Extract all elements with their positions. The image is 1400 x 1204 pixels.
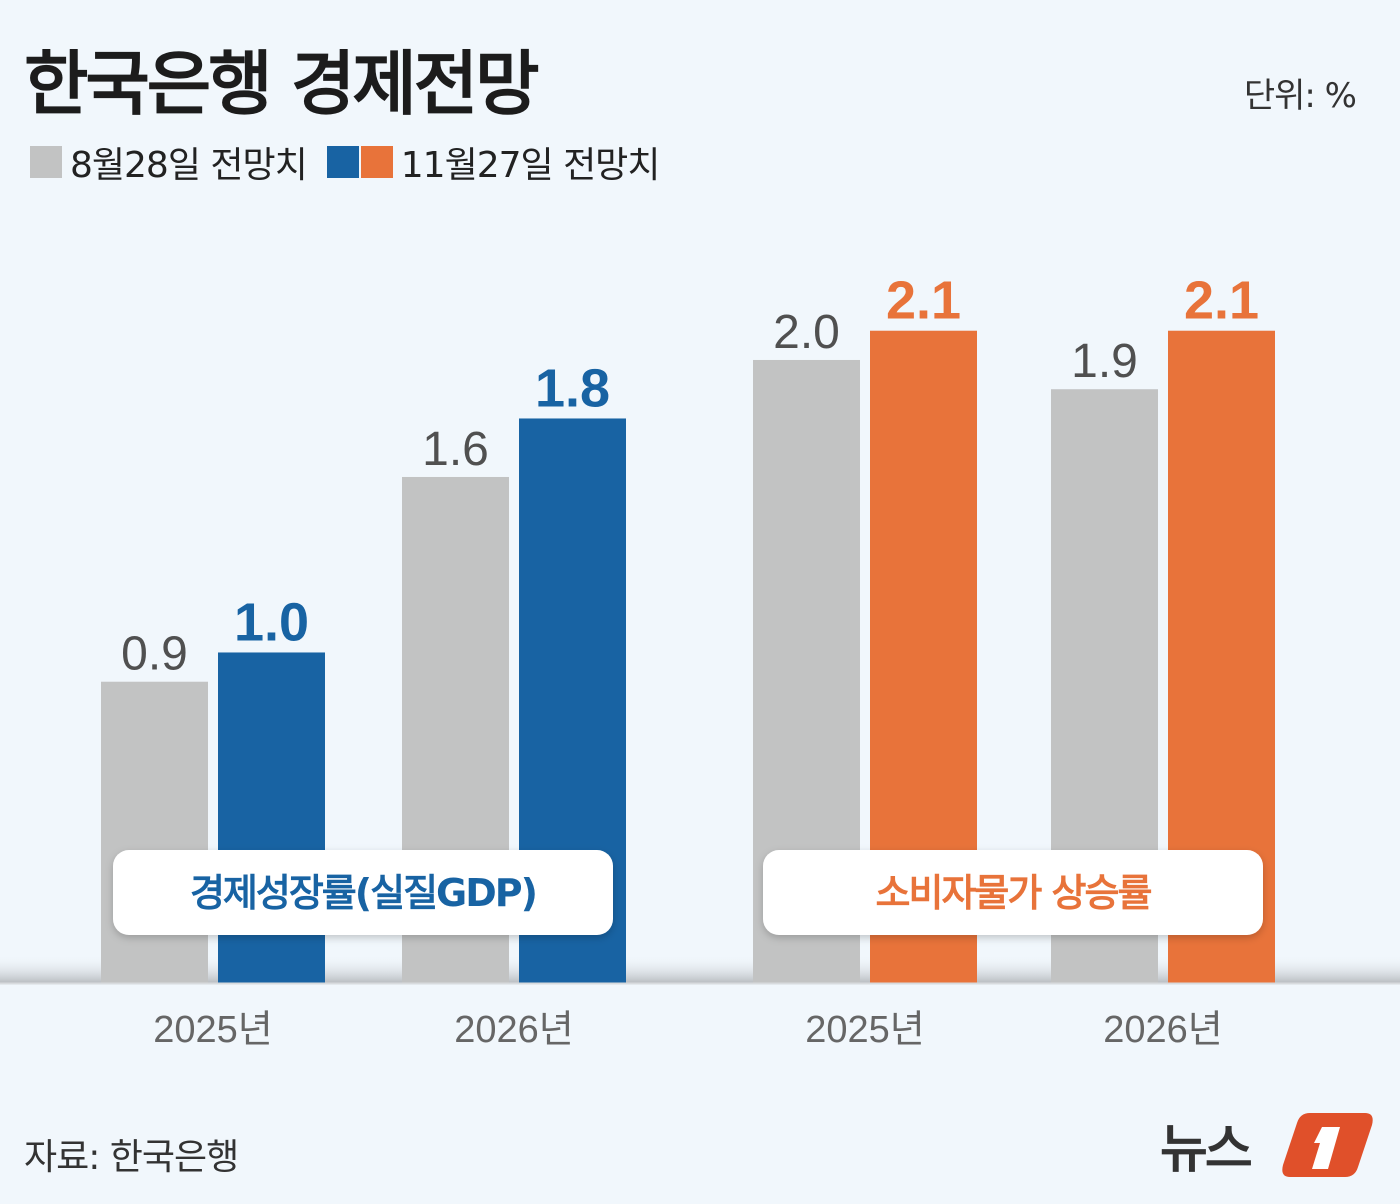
x-tick-label: 2026년	[1103, 1009, 1223, 1051]
legend-label-august: 8월28일 전망치	[70, 145, 308, 186]
value-label: 2.0	[773, 306, 840, 359]
legend: 8월28일 전망치 11월27일 전망치	[30, 136, 679, 188]
value-label: 1.0	[234, 592, 309, 652]
value-label: 2.1	[1184, 271, 1259, 331]
legend-swatch-gray	[30, 146, 62, 178]
chart-title: 한국은행 경제전망	[24, 43, 540, 125]
value-label: 0.9	[121, 628, 188, 681]
legend-label-november: 11월27일 전망치	[400, 145, 661, 186]
svg-text:뉴스: 뉴스	[1160, 1120, 1252, 1180]
x-tick-label: 2025년	[153, 1009, 273, 1051]
legend-swatch-blue	[326, 146, 359, 178]
value-label: 2.1	[886, 271, 961, 331]
source-note: 자료: 한국은행	[24, 1137, 239, 1178]
group-label: 소비자물가 상승률	[876, 871, 1152, 915]
x-tick-label: 2025년	[805, 1009, 925, 1051]
value-label: 1.6	[422, 423, 489, 476]
bar-0-0-0	[101, 681, 208, 983]
news1-logo: 뉴스	[1160, 1113, 1373, 1180]
x-tick-label: 2026년	[454, 1009, 574, 1051]
group-label-box	[763, 850, 1263, 935]
value-label: 1.9	[1071, 335, 1138, 388]
group-label: 경제성장률(실질GDP)	[190, 871, 536, 915]
unit-label: 단위: %	[1243, 76, 1357, 116]
value-label: 1.8	[535, 358, 610, 418]
group-label-box	[113, 850, 613, 935]
legend-swatch-orange	[360, 146, 393, 178]
